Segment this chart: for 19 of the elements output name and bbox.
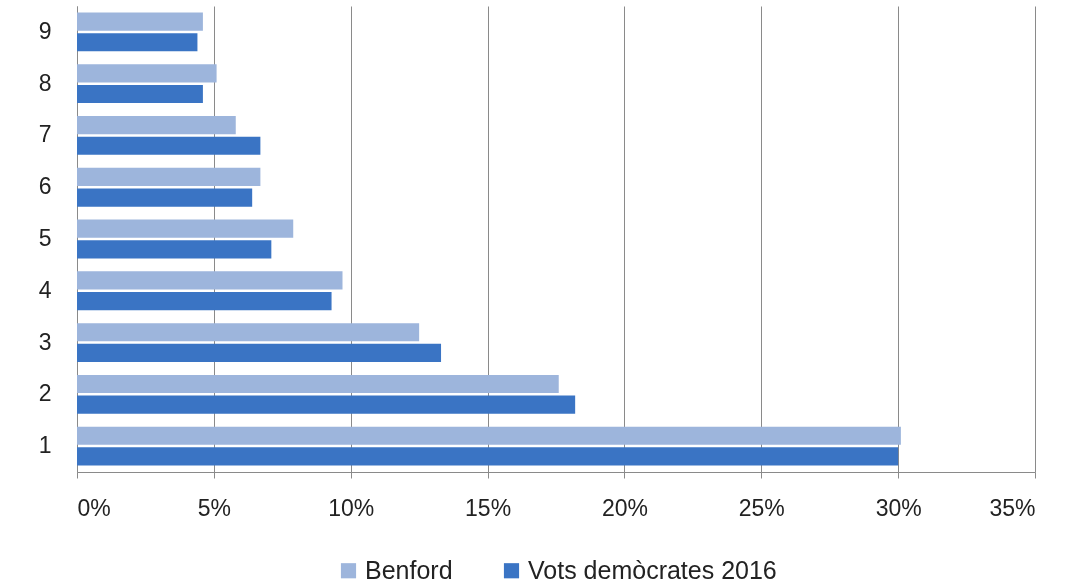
- x-tick-label: 5%: [197, 494, 231, 521]
- y-tick-label: 1: [38, 432, 52, 459]
- x-tick-label: 15%: [465, 494, 512, 521]
- y-tick-label: 5: [38, 225, 52, 251]
- x-tick-label: 30%: [875, 494, 922, 521]
- y-tick-label: 9: [38, 17, 52, 44]
- y-tick-label: 7: [38, 121, 52, 148]
- legend-label: Vots demòcrates 2016: [528, 555, 777, 584]
- x-tick-label: 25%: [738, 494, 785, 521]
- y-tick-label: 8: [38, 69, 52, 96]
- legend-label: Benford: [365, 555, 453, 584]
- x-tick-label: 0%: [77, 494, 111, 521]
- x-tick-label: 20%: [601, 494, 648, 521]
- x-tick-label: 10%: [328, 494, 375, 521]
- y-tick-label: 6: [38, 173, 52, 200]
- y-tick-label: 2: [38, 380, 52, 407]
- y-tick-label: 4: [38, 276, 52, 303]
- y-tick-label: 3: [38, 328, 52, 355]
- x-tick-label: 35%: [989, 494, 1036, 521]
